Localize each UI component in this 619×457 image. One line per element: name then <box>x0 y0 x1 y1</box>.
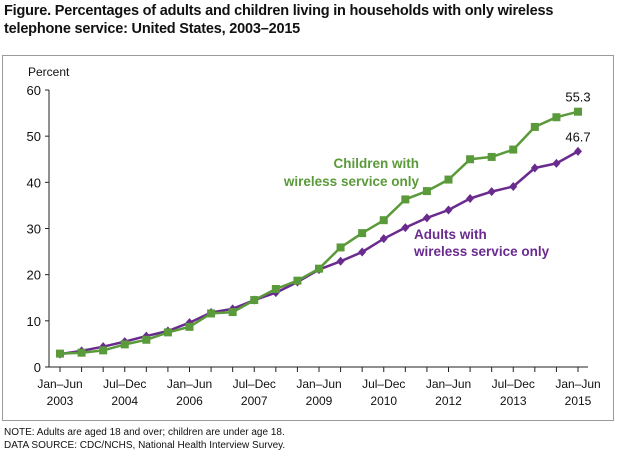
data-point <box>379 234 388 244</box>
adults-series-label: wireless service only <box>413 244 550 259</box>
data-point <box>228 308 237 317</box>
x-tick-label: Jan–Jun <box>555 377 600 391</box>
data-point <box>358 247 367 257</box>
x-tick-label: Jan–Jun <box>296 377 341 391</box>
y-tick-label: 60 <box>27 83 41 98</box>
x-tick-label: Jan–Jun <box>426 377 471 391</box>
axis-ticks: 0 10 20 30 40 50 60 Jan–Jun 2003 Jul–Dec 2004 Jan–J… <box>27 83 601 408</box>
data-point <box>336 243 345 252</box>
data-point <box>466 193 475 203</box>
data-point <box>487 187 496 197</box>
data-point <box>207 309 216 318</box>
data-point <box>487 152 496 161</box>
data-point <box>315 264 323 273</box>
series-line <box>59 110 579 355</box>
data-point <box>142 335 151 344</box>
x-tick-label: 2012 <box>435 394 462 408</box>
y-tick-label: 0 <box>34 360 41 375</box>
x-tick-label: Jul–Dec <box>103 377 146 391</box>
x-tick-label: 2013 <box>500 394 527 408</box>
data-point <box>293 276 302 285</box>
x-tick-label: 2007 <box>241 394 268 408</box>
adults-series-label: Adults with <box>414 227 487 242</box>
data-point <box>552 113 561 122</box>
source-text: DATA SOURCE: CDC/NCHS, National Health I… <box>4 440 286 451</box>
data-point <box>163 328 172 337</box>
data-point <box>120 340 129 349</box>
end-value-label: 46.7 <box>565 129 590 144</box>
data-point <box>185 322 194 331</box>
data-point <box>56 349 64 358</box>
x-tick-label: Jul–Dec <box>492 377 535 391</box>
figure-title: Figure. Percentages of adults and childr… <box>4 3 554 37</box>
children-series-label: Children with <box>334 156 420 171</box>
y-axis-label: Percent <box>28 65 70 79</box>
end-value-label: 55.3 <box>565 90 590 105</box>
data-point <box>99 346 108 355</box>
y-tick-label: 20 <box>27 268 41 283</box>
note-text: NOTE: Adults are aged 18 and over; child… <box>4 427 285 438</box>
data-point <box>509 181 518 191</box>
x-tick-label: 2015 <box>565 394 592 408</box>
data-point <box>552 158 561 168</box>
chart-frame <box>2 55 614 421</box>
data-point <box>444 205 453 215</box>
x-tick-label: 2003 <box>47 394 74 408</box>
x-tick-label: 2006 <box>176 394 203 408</box>
figure-notes: NOTE: Adults are aged 18 and over; child… <box>4 426 285 452</box>
x-tick-label: Jul–Dec <box>233 377 276 391</box>
x-tick-label: Jan–Jun <box>37 377 82 391</box>
y-tick-label: 30 <box>27 222 41 237</box>
axes <box>48 90 588 368</box>
data-point <box>271 284 280 293</box>
data-point <box>336 256 345 266</box>
data-point <box>401 223 410 233</box>
data-point <box>250 296 259 305</box>
data-point <box>530 163 539 173</box>
x-tick-label: 2004 <box>111 394 138 408</box>
y-tick-label: 10 <box>27 314 41 329</box>
x-tick-label: 2010 <box>370 394 397 408</box>
series-lines <box>56 107 582 359</box>
data-point <box>379 216 388 225</box>
data-point <box>466 155 475 164</box>
data-point <box>422 213 431 223</box>
data-point <box>422 187 431 196</box>
x-tick-label: Jan–Jun <box>167 377 212 391</box>
data-point <box>530 122 539 131</box>
data-point <box>574 107 582 116</box>
x-tick-label: 2009 <box>306 394 333 408</box>
y-tick-label: 50 <box>27 129 41 144</box>
x-tick-label: Jul–Dec <box>362 377 405 391</box>
y-tick-label: 40 <box>27 175 41 190</box>
children-series-label: wireless service only <box>283 174 420 189</box>
data-point <box>574 146 582 156</box>
data-point <box>358 229 367 238</box>
data-point <box>401 195 410 204</box>
data-point <box>77 348 86 357</box>
data-point <box>509 145 518 154</box>
series-labels: 46.7 55.3 Children with wireless service on… <box>283 90 591 259</box>
data-point <box>444 175 453 184</box>
